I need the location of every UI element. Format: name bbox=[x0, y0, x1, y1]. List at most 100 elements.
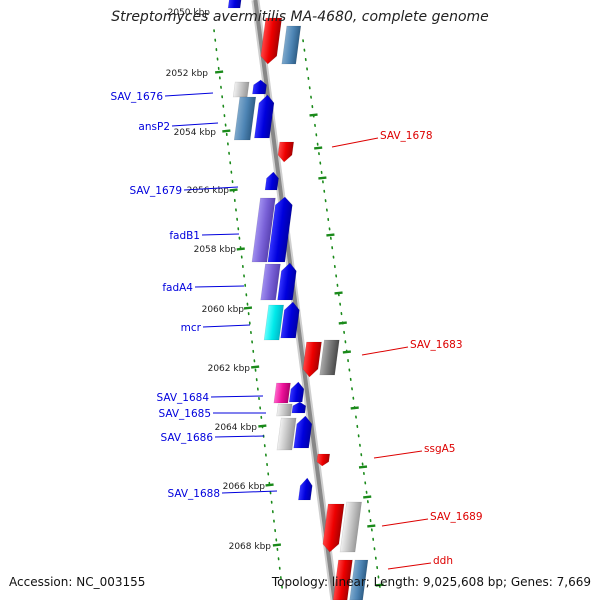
context-gene-shape bbox=[276, 417, 297, 451]
context-gene-shape bbox=[319, 339, 340, 376]
forward-gene-shape bbox=[288, 381, 305, 403]
kbp-tick-label: 2066 kbp bbox=[223, 482, 266, 492]
forward-gene bbox=[288, 381, 305, 403]
forward-gene bbox=[291, 401, 307, 414]
left-gene-label: SAV_1676 bbox=[110, 91, 163, 103]
forward-gene-shape bbox=[277, 262, 297, 301]
context-gene bbox=[319, 339, 340, 376]
forward-gene-shape bbox=[254, 94, 275, 139]
left-ruler-major-tick bbox=[215, 70, 224, 74]
left-ruler-major-tick bbox=[243, 306, 253, 310]
kbp-tick-label: 2056 kbp bbox=[187, 186, 230, 196]
context-gene-shape bbox=[233, 96, 257, 141]
right-ruler-major-tick bbox=[309, 113, 318, 117]
forward-gene-shape bbox=[267, 196, 293, 263]
forward-gene-shape bbox=[252, 79, 267, 95]
left-gene-label: SAV_1688 bbox=[167, 488, 220, 500]
right-ruler-major-tick bbox=[358, 465, 368, 469]
right-gene-leader bbox=[381, 518, 429, 527]
context-gene bbox=[281, 25, 302, 65]
left-ruler-major-tick bbox=[229, 188, 238, 192]
forward-gene-shape bbox=[291, 401, 307, 414]
map-title: Streptomyces avermitilis MA-4680, comple… bbox=[111, 9, 489, 25]
context-gene bbox=[251, 197, 276, 263]
right-ruler-major-tick bbox=[338, 321, 347, 325]
left-ruler-major-tick bbox=[258, 424, 267, 428]
kbp-tick-label: 2058 kbp bbox=[194, 245, 237, 255]
right-gene-leader bbox=[373, 450, 423, 459]
left-gene-leader bbox=[164, 92, 214, 97]
forward-gene-shape bbox=[280, 301, 300, 339]
context-gene bbox=[233, 96, 257, 141]
forward-gene bbox=[264, 171, 279, 191]
right-ruler-major-tick bbox=[318, 176, 327, 180]
context-gene bbox=[260, 263, 281, 301]
forward-gene bbox=[252, 79, 267, 95]
left-gene-leader bbox=[171, 122, 219, 127]
context-gene-shape bbox=[273, 382, 291, 404]
genome-summary-text: Topology: linear; Length: 9,025,608 bp; … bbox=[271, 575, 591, 589]
right-ruler-line bbox=[302, 39, 382, 596]
accession-text: Accession: NC_003155 bbox=[9, 575, 146, 589]
kbp-tick-label: 2060 kbp bbox=[202, 305, 245, 315]
left-ruler-major-tick bbox=[236, 247, 245, 251]
left-gene-label: fadB1 bbox=[169, 230, 200, 242]
forward-gene-shape bbox=[298, 477, 313, 501]
left-gene-leader bbox=[202, 324, 251, 328]
left-gene-leader bbox=[221, 490, 278, 494]
context-gene bbox=[276, 403, 293, 417]
context-gene-shape bbox=[232, 81, 250, 98]
right-ruler-major-tick bbox=[314, 146, 323, 150]
right-ruler-major-tick bbox=[367, 524, 376, 528]
context-gene bbox=[273, 382, 291, 404]
context-gene bbox=[232, 81, 250, 98]
forward-gene bbox=[277, 262, 297, 301]
right-gene-label: SAV_1689 bbox=[430, 511, 483, 523]
reverse-gene bbox=[316, 453, 331, 467]
left-gene-label: SAV_1685 bbox=[158, 408, 211, 420]
right-ruler-major-tick bbox=[326, 233, 335, 237]
kbp-tick-label: 2052 kbp bbox=[166, 69, 209, 79]
left-gene-label: SAV_1686 bbox=[160, 432, 213, 444]
left-gene-leader bbox=[214, 435, 265, 438]
reverse-gene bbox=[322, 503, 345, 553]
left-gene-label: SAV_1679 bbox=[129, 185, 182, 197]
right-ruler-major-tick bbox=[375, 583, 384, 587]
reverse-gene-shape bbox=[302, 341, 322, 378]
left-gene-leader bbox=[183, 186, 239, 191]
forward-gene bbox=[293, 415, 313, 449]
left-ruler-major-tick bbox=[265, 483, 274, 487]
right-gene-label: ddh bbox=[433, 555, 453, 567]
context-gene bbox=[263, 304, 284, 341]
context-gene-shape bbox=[276, 403, 293, 417]
right-gene-label: SAV_1678 bbox=[380, 130, 433, 142]
left-ruler-major-tick bbox=[272, 543, 282, 547]
left-gene-leader bbox=[201, 233, 240, 236]
right-gene-leader bbox=[361, 346, 409, 356]
left-gene-leader bbox=[194, 285, 245, 288]
forward-gene bbox=[298, 477, 313, 501]
forward-gene-shape bbox=[227, 0, 242, 9]
left-ruler-major-tick bbox=[251, 365, 260, 369]
context-gene-shape bbox=[281, 25, 302, 65]
right-ruler-major-tick bbox=[363, 495, 372, 499]
context-gene-shape bbox=[339, 501, 362, 553]
forward-gene bbox=[227, 0, 242, 9]
reverse-gene bbox=[260, 17, 283, 65]
right-gene-leader bbox=[331, 137, 379, 148]
right-gene-label: ssgA5 bbox=[424, 443, 455, 455]
right-ruler-major-tick bbox=[350, 406, 359, 410]
context-gene-shape bbox=[263, 304, 284, 341]
kbp-tick-label: 2062 kbp bbox=[208, 364, 251, 374]
kbp-tick-label: 2050 kbp bbox=[168, 8, 211, 18]
context-gene-shape bbox=[260, 263, 281, 301]
right-gene-label: SAV_1683 bbox=[410, 339, 463, 351]
right-ruler-major-tick bbox=[334, 291, 343, 295]
left-gene-label: mcr bbox=[181, 322, 202, 334]
left-gene-label: fadA4 bbox=[162, 282, 193, 294]
reverse-gene-shape bbox=[322, 503, 345, 553]
kbp-tick-label: 2064 kbp bbox=[215, 423, 258, 433]
forward-gene bbox=[280, 301, 300, 339]
left-gene-label: ansP2 bbox=[138, 121, 170, 133]
